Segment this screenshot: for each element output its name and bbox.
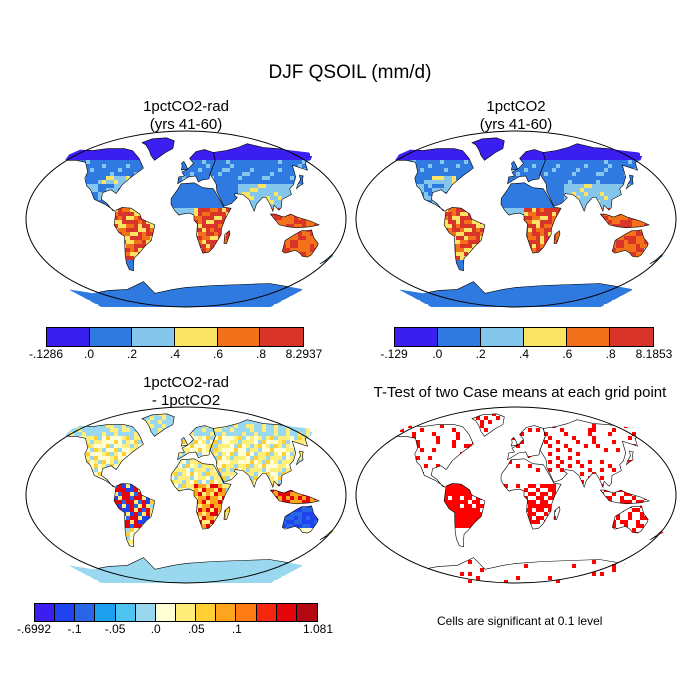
colorbar-tick-label: 8.2937 <box>285 347 323 361</box>
colorbar-tick-label: .8 <box>605 347 616 361</box>
colorbar-swatch <box>89 328 133 346</box>
colorbar-tick-label: .0 <box>432 347 443 361</box>
colorbar-swatch <box>256 604 277 621</box>
colorbar-tick-label: .05 <box>187 622 205 636</box>
map-border <box>25 130 347 308</box>
colorbar-swatch <box>174 328 218 346</box>
colorbar-swatch <box>75 604 96 621</box>
map-panel-1 <box>25 130 347 308</box>
figure-title: DJF QSOIL (mm/d) <box>268 62 432 83</box>
colorbar-labels-panel-2: -.129 .0 .2 .4 .6 .8 8.1853 <box>380 347 672 363</box>
map-panel-4 <box>355 406 677 584</box>
colorbar-swatch <box>481 328 524 346</box>
panel2-title-line1: 1pctCO2 <box>486 98 546 115</box>
coastlines <box>394 137 665 307</box>
colorbar-swatch <box>35 604 56 621</box>
colorbar-swatch <box>524 328 567 346</box>
panel1-title: 1pctCO2-rad (yrs 41-60) <box>25 98 347 134</box>
colorbar-panel-2 <box>394 327 654 347</box>
colorbar-swatch <box>217 328 261 346</box>
map-panel-2 <box>355 130 677 308</box>
colorbar-tick-label: 8.1853 <box>635 347 673 361</box>
panel1-title-line1: 1pctCO2-rad <box>143 98 229 115</box>
colorbar-swatch <box>95 604 116 621</box>
colorbar-swatch <box>610 328 653 346</box>
panel2-title: 1pctCO2 (yrs 41-60) <box>356 98 676 134</box>
colorbar-panel-3 <box>34 603 318 622</box>
map-panel-3 <box>25 406 347 584</box>
colorbar-tick-label: -.6992 <box>16 622 52 636</box>
panel2-title-line2: (yrs 41-60) <box>479 116 553 133</box>
colorbar-labels-panel-3: -.6992 -.1 -.05 .0 .05 .1 1.081 <box>17 622 333 638</box>
panel3-title-line2: - 1pctCO2 <box>151 392 221 409</box>
colorbar-swatch <box>438 328 481 346</box>
map-border <box>355 130 677 308</box>
colorbar-tick-label: .1 <box>231 622 242 636</box>
colorbar-swatch <box>135 604 156 621</box>
colorbar-tick-label: .0 <box>150 622 161 636</box>
colorbar-swatch <box>55 604 76 621</box>
colorbar-tick-label: .4 <box>518 347 530 361</box>
colorbar-tick-label: .4 <box>169 347 181 361</box>
colorbar-labels-panel-1: -.1286 .0 .2 .4 .6 .8 8.2937 <box>29 347 322 363</box>
map-border <box>25 406 347 584</box>
colorbar-swatch <box>236 604 257 621</box>
colorbar-tick-label: -.129 <box>380 347 408 361</box>
colorbar-swatch <box>115 604 136 621</box>
colorbar-swatch <box>216 604 237 621</box>
map-border <box>355 406 677 584</box>
colorbar-swatch <box>395 328 438 346</box>
panel1-title-line2: (yrs 41-60) <box>149 116 223 133</box>
colorbar-swatch <box>567 328 610 346</box>
colorbar-tick-label: .2 <box>126 347 138 361</box>
coastlines <box>64 137 335 307</box>
colorbar-tick-label: -.05 <box>104 622 126 636</box>
colorbar-tick-label: -.1 <box>67 622 82 636</box>
colorbar-swatch <box>196 604 217 621</box>
colorbar-tick-label: -.1286 <box>28 347 64 361</box>
panel3-title-line1: 1pctCO2-rad <box>143 374 229 391</box>
panel4-title-line1: T-Test of two Case means at each grid po… <box>373 384 667 401</box>
colorbar-tick-label: .8 <box>255 347 267 361</box>
colorbar-swatch <box>260 328 303 346</box>
colorbar-tick-label: .6 <box>562 347 573 361</box>
colorbar-swatch <box>276 604 297 621</box>
colorbar-swatch <box>132 328 175 346</box>
colorbar-swatch <box>296 604 317 621</box>
colorbar-tick-label: .6 <box>212 347 224 361</box>
colorbar-swatch <box>47 328 90 346</box>
panel4-title: T-Test of two Case means at each grid po… <box>352 384 688 402</box>
colorbar-swatch <box>175 604 197 621</box>
colorbar-tick-label: .0 <box>83 347 95 361</box>
panel3-title: 1pctCO2-rad - 1pctCO2 <box>25 374 347 410</box>
colorbar-tick-label: .2 <box>475 347 486 361</box>
colorbar-swatch <box>155 604 176 621</box>
colorbar-panel-1 <box>46 327 304 347</box>
significance-note: Cells are significant at 0.1 level <box>437 614 603 628</box>
colorbar-tick-label: 1.081 <box>302 622 334 636</box>
